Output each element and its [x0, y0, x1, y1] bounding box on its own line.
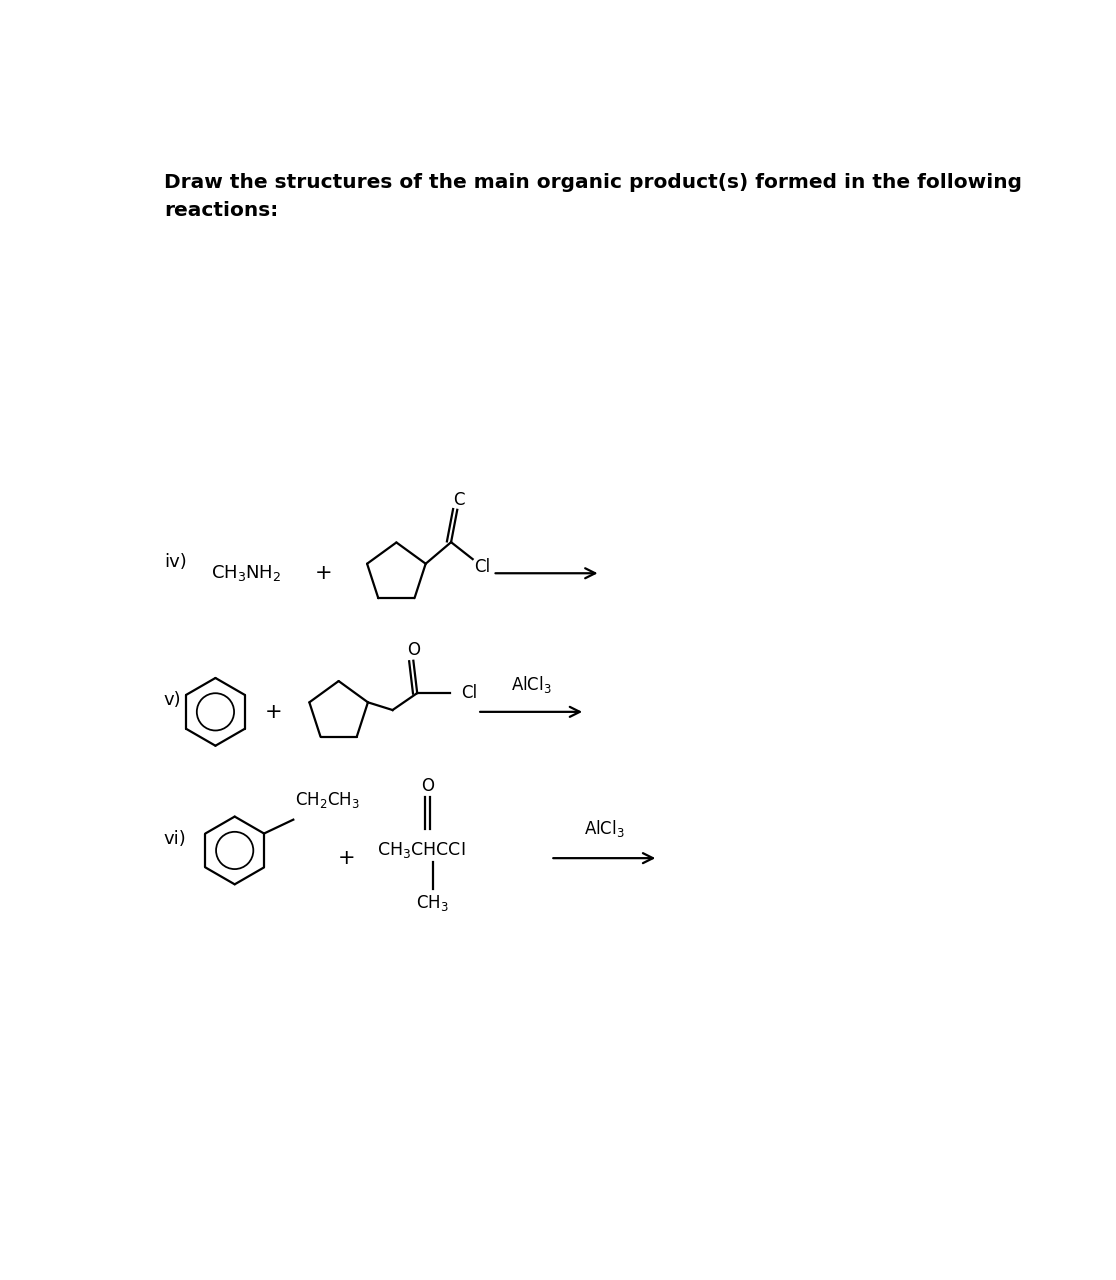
Text: O: O — [407, 641, 420, 659]
Text: Draw the structures of the main organic product(s) formed in the following: Draw the structures of the main organic … — [164, 173, 1022, 192]
Text: CH$_3$CHCCI: CH$_3$CHCCI — [377, 841, 465, 860]
Text: CH$_3$: CH$_3$ — [416, 893, 449, 913]
Text: +: + — [337, 849, 355, 868]
Text: AlCl$_3$: AlCl$_3$ — [511, 673, 551, 695]
Text: AlCl$_3$: AlCl$_3$ — [584, 818, 625, 838]
Text: iv): iv) — [164, 553, 186, 571]
Text: +: + — [264, 701, 282, 722]
Text: Cl: Cl — [461, 684, 478, 703]
Text: v): v) — [164, 691, 182, 709]
Text: +: + — [315, 563, 333, 584]
Text: CH$_2$CH$_3$: CH$_2$CH$_3$ — [295, 790, 359, 810]
Text: O: O — [421, 777, 434, 795]
Text: vi): vi) — [164, 829, 186, 847]
Text: CH$_3$NH$_2$: CH$_3$NH$_2$ — [211, 563, 281, 584]
Text: C: C — [453, 490, 464, 509]
Text: Cl: Cl — [474, 558, 491, 576]
Text: reactions:: reactions: — [164, 201, 278, 220]
